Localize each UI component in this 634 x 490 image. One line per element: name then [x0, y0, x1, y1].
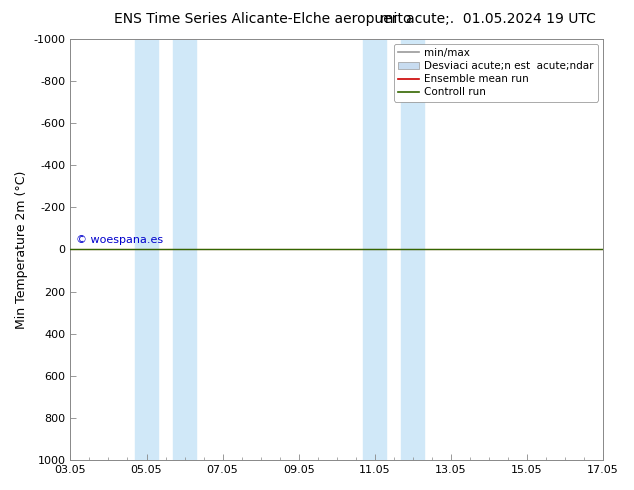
Text: © woespana.es: © woespana.es: [75, 235, 163, 245]
Text: ENS Time Series Alicante-Elche aeropuerto: ENS Time Series Alicante-Elche aeropuert…: [114, 12, 411, 26]
Text: mi  acute;.  01.05.2024 19 UTC: mi acute;. 01.05.2024 19 UTC: [380, 12, 596, 26]
Bar: [401, 39, 424, 460]
Bar: [363, 39, 386, 460]
Legend: min/max, Desviaci acute;n est  acute;ndar, Ensemble mean run, Controll run: min/max, Desviaci acute;n est acute;ndar…: [394, 44, 598, 101]
Bar: [135, 39, 158, 460]
Y-axis label: Min Temperature 2m (°C): Min Temperature 2m (°C): [15, 170, 28, 329]
Bar: [173, 39, 196, 460]
